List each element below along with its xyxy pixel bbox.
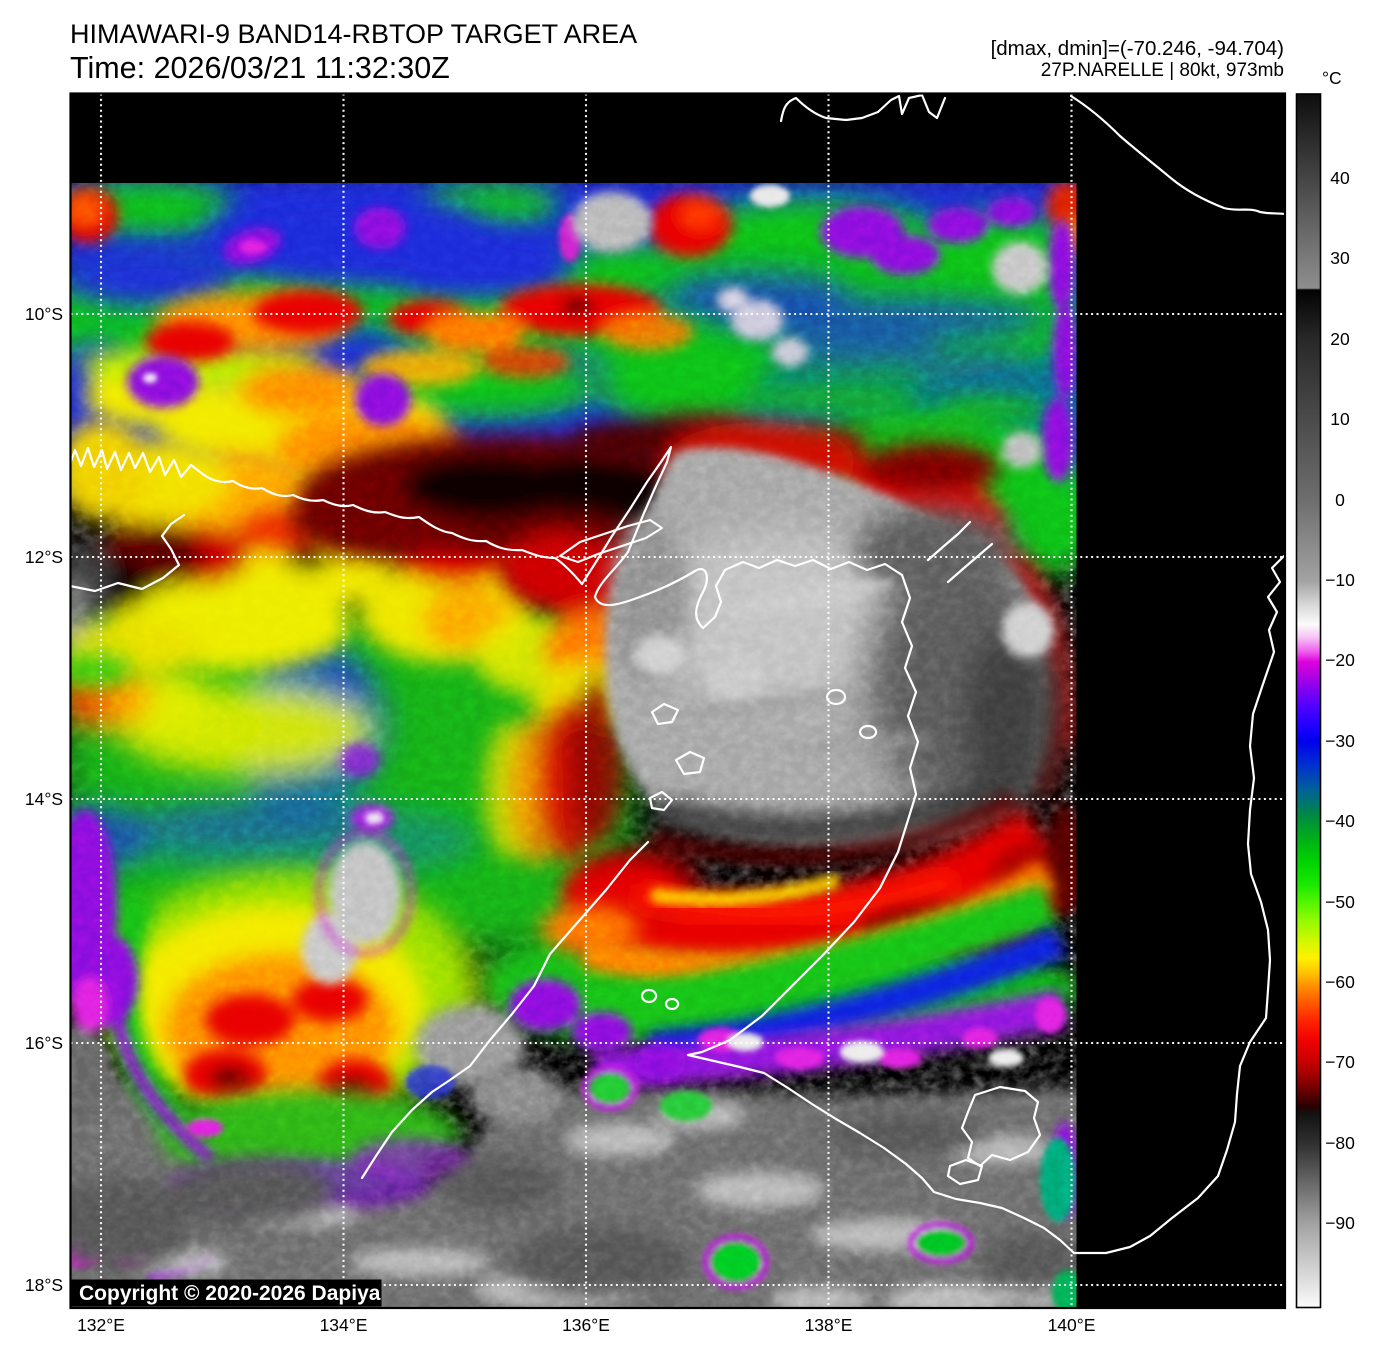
svg-text:°C: °C	[1322, 68, 1342, 88]
svg-text:HIMAWARI-9 BAND14-RBTOP TARGET: HIMAWARI-9 BAND14-RBTOP TARGET AREA	[70, 19, 637, 49]
svg-text:10°S: 10°S	[25, 304, 63, 324]
svg-text:30: 30	[1330, 248, 1350, 268]
svg-text:138°E: 138°E	[805, 1315, 853, 1335]
svg-text:140°E: 140°E	[1048, 1315, 1096, 1335]
svg-text:10: 10	[1330, 409, 1350, 429]
svg-text:Time: 2026/03/21 11:32:30Z: Time: 2026/03/21 11:32:30Z	[70, 51, 450, 85]
svg-text:−80: −80	[1325, 1133, 1355, 1153]
svg-text:[dmax, dmin]=(-70.246, -94.704: [dmax, dmin]=(-70.246, -94.704)	[991, 37, 1284, 60]
svg-text:−20: −20	[1325, 650, 1355, 670]
svg-text:134°E: 134°E	[320, 1315, 368, 1335]
svg-text:20: 20	[1330, 329, 1350, 349]
svg-text:Copyright © 2020-2026 Dapiya: Copyright © 2020-2026 Dapiya	[79, 1282, 381, 1305]
svg-text:−90: −90	[1325, 1213, 1355, 1233]
svg-text:40: 40	[1330, 168, 1350, 188]
svg-text:−60: −60	[1325, 972, 1355, 992]
svg-text:12°S: 12°S	[25, 547, 63, 567]
svg-text:−50: −50	[1325, 892, 1355, 912]
svg-text:−10: −10	[1325, 570, 1355, 590]
svg-text:−40: −40	[1325, 811, 1355, 831]
svg-text:27P.NARELLE | 80kt, 973mb: 27P.NARELLE | 80kt, 973mb	[1041, 60, 1284, 81]
svg-text:136°E: 136°E	[562, 1315, 610, 1335]
svg-text:16°S: 16°S	[25, 1033, 63, 1053]
svg-text:18°S: 18°S	[25, 1275, 63, 1295]
svg-text:0: 0	[1335, 490, 1345, 510]
svg-text:14°S: 14°S	[25, 789, 63, 809]
svg-text:132°E: 132°E	[77, 1315, 125, 1335]
svg-text:−70: −70	[1325, 1052, 1355, 1072]
svg-text:−30: −30	[1325, 731, 1355, 751]
